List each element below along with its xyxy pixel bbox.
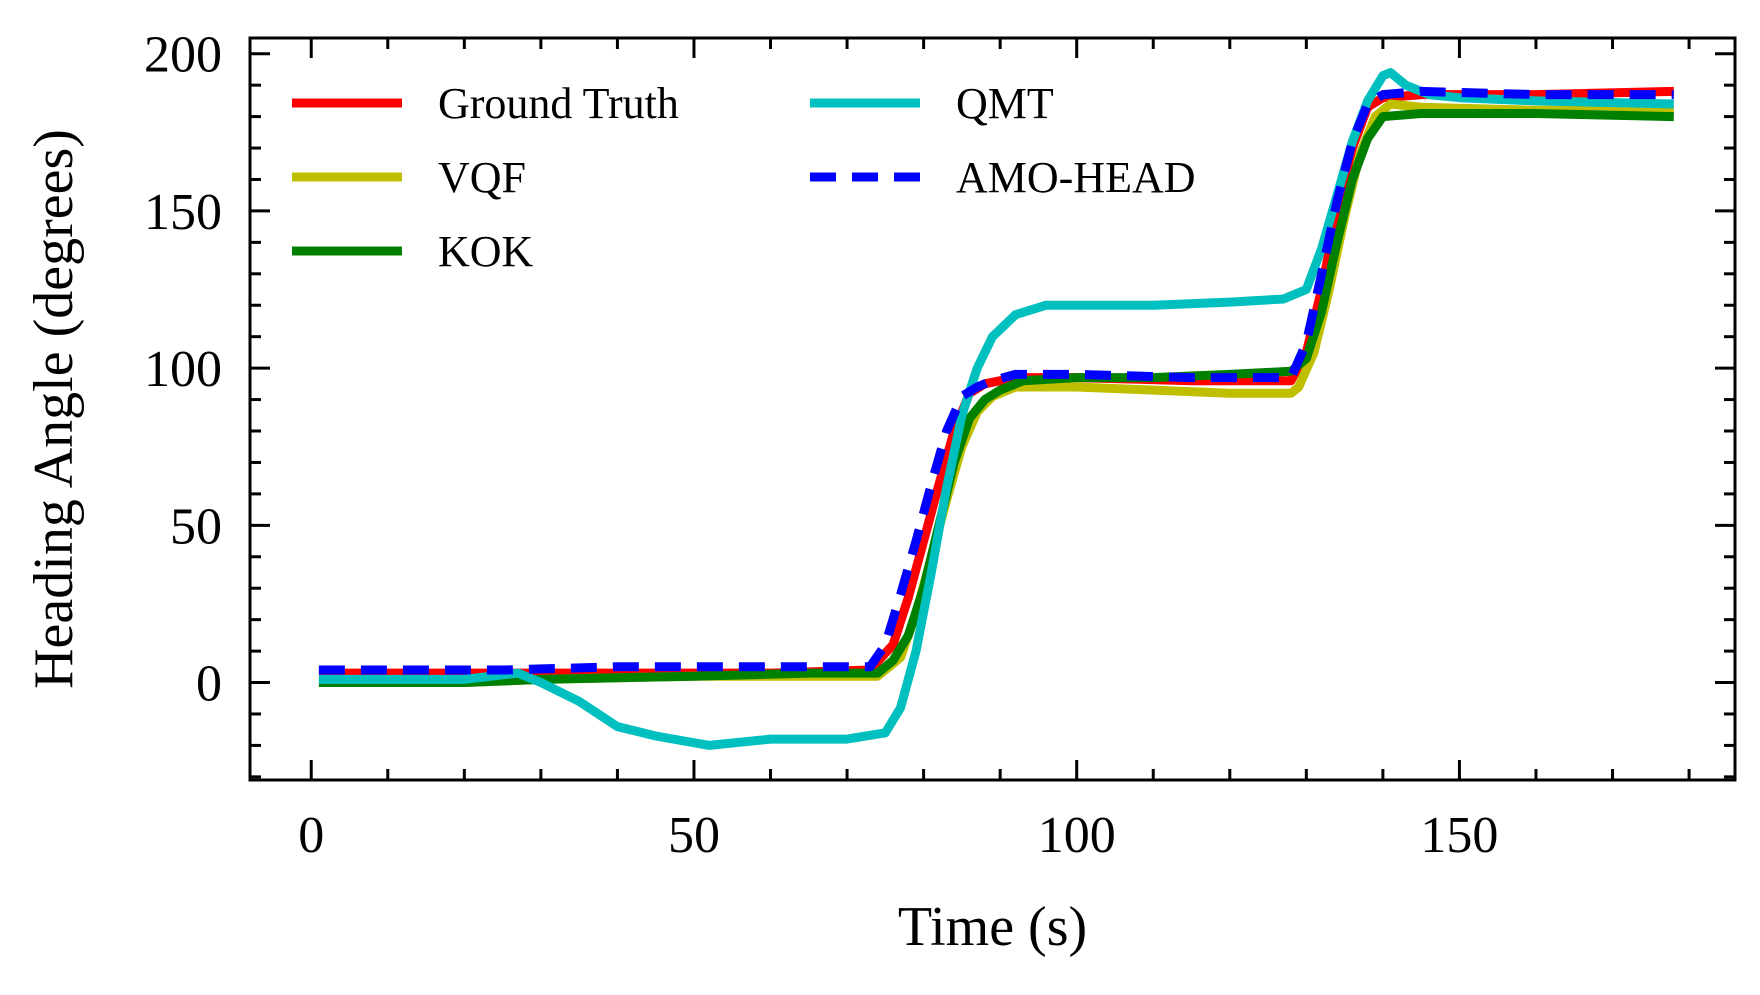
y-tick-label: 200 xyxy=(144,27,222,84)
legend: Ground Truth VQF KOK QMT AMO-HEAD xyxy=(292,79,1196,276)
legend-label-kok: KOK xyxy=(438,227,534,276)
y-tick-label: 100 xyxy=(144,341,222,398)
ticks-layer xyxy=(250,38,1735,780)
series-line-amo-head xyxy=(318,86,1674,675)
legend-label-ground-truth: Ground Truth xyxy=(438,79,679,128)
series-line-qmt xyxy=(318,68,1674,750)
legend-label-qmt: QMT xyxy=(956,79,1054,128)
x-tick-label: 0 xyxy=(298,807,324,864)
plot-frame xyxy=(248,36,1737,782)
series-line-kok xyxy=(318,109,1674,687)
legend-label-vqf: VQF xyxy=(438,153,526,202)
x-tick-label: 50 xyxy=(668,807,720,864)
y-tick-label: 0 xyxy=(196,656,222,713)
y-tick-label: 50 xyxy=(170,498,222,555)
y-tick-label: 150 xyxy=(144,184,222,241)
y-axis-title: Heading Angle (degrees) xyxy=(23,129,85,689)
tick-labels-layer: 0 50 100 150 0 50 100 150 200 xyxy=(144,27,1498,864)
x-axis-title: Time (s) xyxy=(898,896,1087,958)
x-tick-label: 100 xyxy=(1038,807,1116,864)
legend-label-amo-head: AMO-HEAD xyxy=(956,153,1196,202)
series-layer xyxy=(318,68,1674,750)
x-tick-label: 150 xyxy=(1420,807,1498,864)
